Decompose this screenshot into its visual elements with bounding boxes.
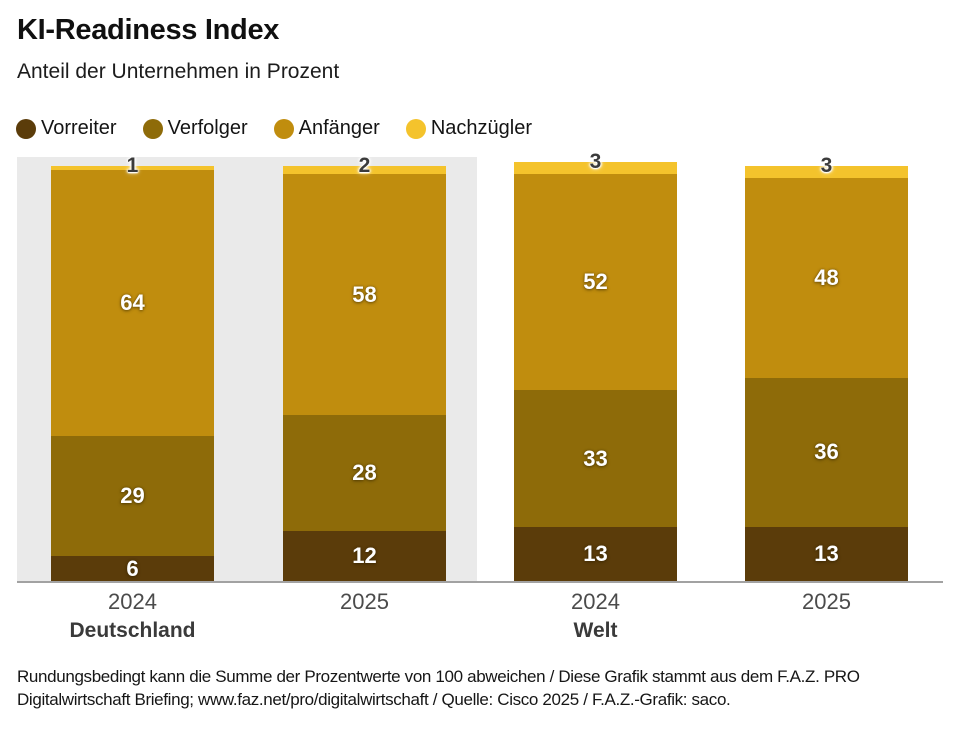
segment-verfolger: 29 <box>51 435 214 557</box>
segment-value-label: 48 <box>814 265 839 291</box>
x-axis-label-3: 2025 <box>802 589 851 614</box>
segment-nachzuegler <box>51 166 214 171</box>
segment-value-label: 36 <box>814 439 839 465</box>
segment-value-label: 28 <box>352 460 377 486</box>
segment-verfolger: 36 <box>745 377 908 528</box>
x-axis-label-2: 2024 <box>571 589 620 614</box>
segment-verfolger: 28 <box>283 415 446 532</box>
page-title: KI-Readiness Index <box>17 14 280 46</box>
segment-value-label: 13 <box>814 541 839 567</box>
segment-vorreiter: 13 <box>514 527 677 581</box>
segment-value-label: 6 <box>126 555 139 581</box>
source-note-line1: Rundungsbedingt kann die Summe der Proze… <box>17 667 860 686</box>
segment-value-label: 13 <box>583 541 608 567</box>
segment-value-label: 12 <box>352 543 377 569</box>
legend-dot-verfolger <box>142 118 163 139</box>
segment-value-label: 58 <box>352 281 377 307</box>
segment-anfaenger: 48 <box>745 178 908 378</box>
legend-item-anfaenger: Anfänger <box>273 117 380 140</box>
segment-value-label: 52 <box>583 269 608 295</box>
stacked-bar-1: 12 28 58 2 <box>283 154 446 581</box>
chart-subtitle: Anteil der Unternehmen in Prozent <box>17 60 340 83</box>
segment-anfaenger: 64 <box>51 170 214 436</box>
legend-label: Nachzügler <box>430 117 532 139</box>
stacked-bar-3: 13 36 48 3 <box>745 154 908 581</box>
legend-label: Anfänger <box>298 117 380 139</box>
top-segment-value-label: 3 <box>589 150 602 173</box>
legend-item-verfolger: Verfolger <box>142 117 248 140</box>
segment-anfaenger: 58 <box>283 174 446 416</box>
segment-vorreiter: 13 <box>745 527 908 581</box>
legend-dot-anfaenger <box>273 118 294 139</box>
top-segment-value-label: 1 <box>126 154 139 177</box>
group-label-deutschland: Deutschland <box>69 619 196 642</box>
group-label-welt: Welt <box>573 619 618 642</box>
legend-dot-nachzuegler <box>405 118 426 139</box>
legend-item-vorreiter: Vorreiter <box>16 117 117 140</box>
segment-verfolger: 33 <box>514 390 677 528</box>
segment-value-label: 29 <box>120 482 145 508</box>
x-axis-label-1: 2025 <box>340 589 389 614</box>
legend-dot-vorreiter <box>16 118 36 139</box>
segment-vorreiter: 6 <box>51 556 214 581</box>
top-segment-value-label: 2 <box>358 154 371 177</box>
segment-vorreiter: 12 <box>283 531 446 581</box>
plot-area: 6 29 64 1 12 28 58 2 13 33 52 3 13 36 48 3 <box>0 150 960 583</box>
legend-label: Verfolger <box>167 117 248 139</box>
source-note: Rundungsbedingt kann die Summe der Proze… <box>17 665 957 711</box>
legend-label: Vorreiter <box>41 117 117 139</box>
segment-nachzuegler <box>283 166 446 175</box>
segment-value-label: 64 <box>120 289 145 315</box>
legend-item-nachzuegler: Nachzügler <box>405 117 532 140</box>
stacked-bar-2: 13 33 52 3 <box>514 150 677 581</box>
chart-legend: Vorreiter Verfolger Anfänger Nachzügler <box>16 117 532 140</box>
source-note-line2: Digitalwirtschaft Briefing; www.faz.net/… <box>17 690 731 709</box>
x-axis-line <box>17 581 943 583</box>
stacked-bar-0: 6 29 64 1 <box>51 154 214 581</box>
x-axis-label-0: 2024 <box>108 589 157 614</box>
segment-value-label: 33 <box>583 445 608 471</box>
segment-nachzuegler <box>514 162 677 175</box>
top-segment-value-label: 3 <box>820 154 833 177</box>
segment-nachzuegler <box>745 166 908 179</box>
segment-anfaenger: 52 <box>514 174 677 391</box>
